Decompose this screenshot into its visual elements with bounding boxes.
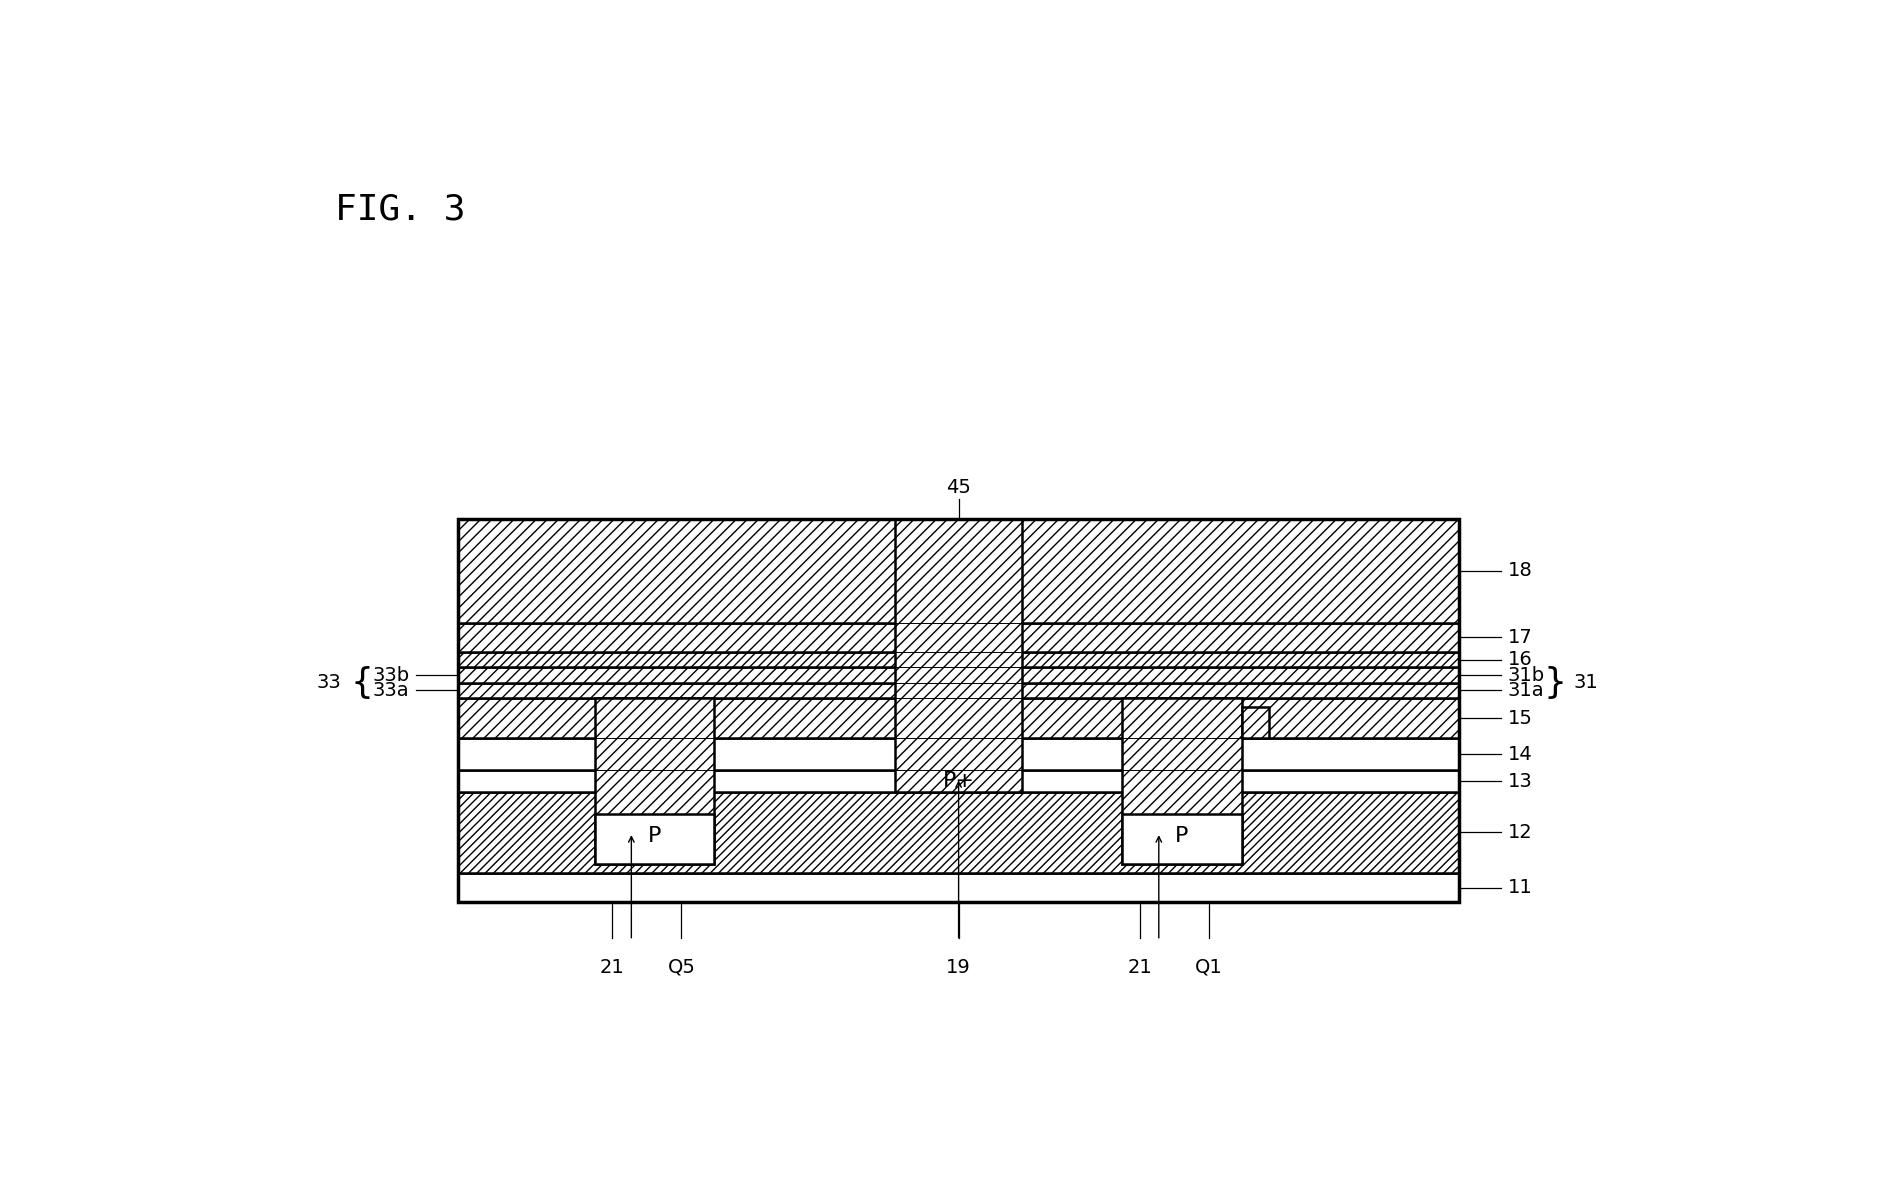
- Text: }: }: [1544, 666, 1567, 700]
- Text: 31b: 31b: [1508, 666, 1544, 685]
- Bar: [458, 698, 1459, 738]
- Bar: [458, 792, 1459, 873]
- Bar: [458, 738, 1459, 771]
- Text: 33b: 33b: [373, 666, 409, 685]
- Text: 33: 33: [316, 673, 340, 692]
- Bar: [1242, 707, 1269, 738]
- Bar: [458, 771, 1459, 792]
- Bar: [1122, 814, 1242, 863]
- Text: 21: 21: [1128, 957, 1153, 976]
- Text: P: P: [649, 826, 662, 846]
- Text: 33a: 33a: [373, 681, 409, 700]
- Text: 13: 13: [1508, 772, 1533, 791]
- Text: 21: 21: [599, 957, 624, 976]
- Bar: [458, 667, 1459, 683]
- Text: {: {: [350, 666, 373, 700]
- Bar: [458, 683, 1459, 698]
- Text: 45: 45: [945, 478, 972, 497]
- Text: 31: 31: [1573, 673, 1598, 692]
- Text: 11: 11: [1508, 878, 1533, 897]
- Bar: [458, 519, 1459, 622]
- Text: 14: 14: [1508, 745, 1533, 763]
- Text: Q1: Q1: [1194, 957, 1223, 976]
- Bar: [458, 651, 1459, 667]
- Bar: [458, 519, 1459, 902]
- Bar: [595, 698, 713, 863]
- Text: P+: P+: [943, 772, 974, 791]
- Text: FIG. 3: FIG. 3: [335, 193, 466, 226]
- Bar: [458, 873, 1459, 902]
- Bar: [595, 814, 713, 863]
- Text: 31a: 31a: [1508, 681, 1544, 700]
- Text: 19: 19: [945, 957, 972, 976]
- Text: P: P: [1175, 826, 1189, 846]
- Bar: [458, 622, 1459, 651]
- Text: 18: 18: [1508, 561, 1533, 580]
- Text: 16: 16: [1508, 650, 1533, 669]
- Bar: [1122, 698, 1242, 863]
- Text: 15: 15: [1508, 709, 1533, 727]
- Bar: [896, 519, 1021, 792]
- Text: 17: 17: [1508, 627, 1533, 647]
- Text: Q5: Q5: [668, 957, 696, 976]
- Text: 12: 12: [1508, 824, 1533, 842]
